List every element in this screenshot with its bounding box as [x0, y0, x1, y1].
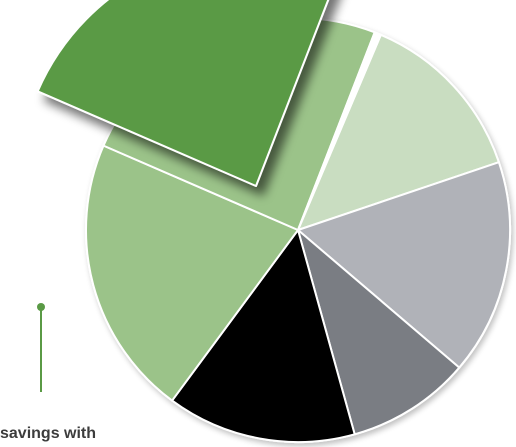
callout-label: savings with — [0, 425, 97, 442]
pie-slice-1 — [297, 33, 500, 231]
pie-slice-2 — [297, 161, 512, 369]
exploded-slices — [36, 0, 330, 187]
pie-slice-5 — [85, 144, 299, 402]
pie-slice-4 — [171, 229, 356, 443]
pie-slice-6 — [36, 0, 330, 187]
callout-marker — [37, 303, 45, 392]
callout-dot — [37, 303, 45, 311]
pie-slice-7 — [297, 31, 382, 231]
pie-slice-3 — [297, 229, 461, 436]
